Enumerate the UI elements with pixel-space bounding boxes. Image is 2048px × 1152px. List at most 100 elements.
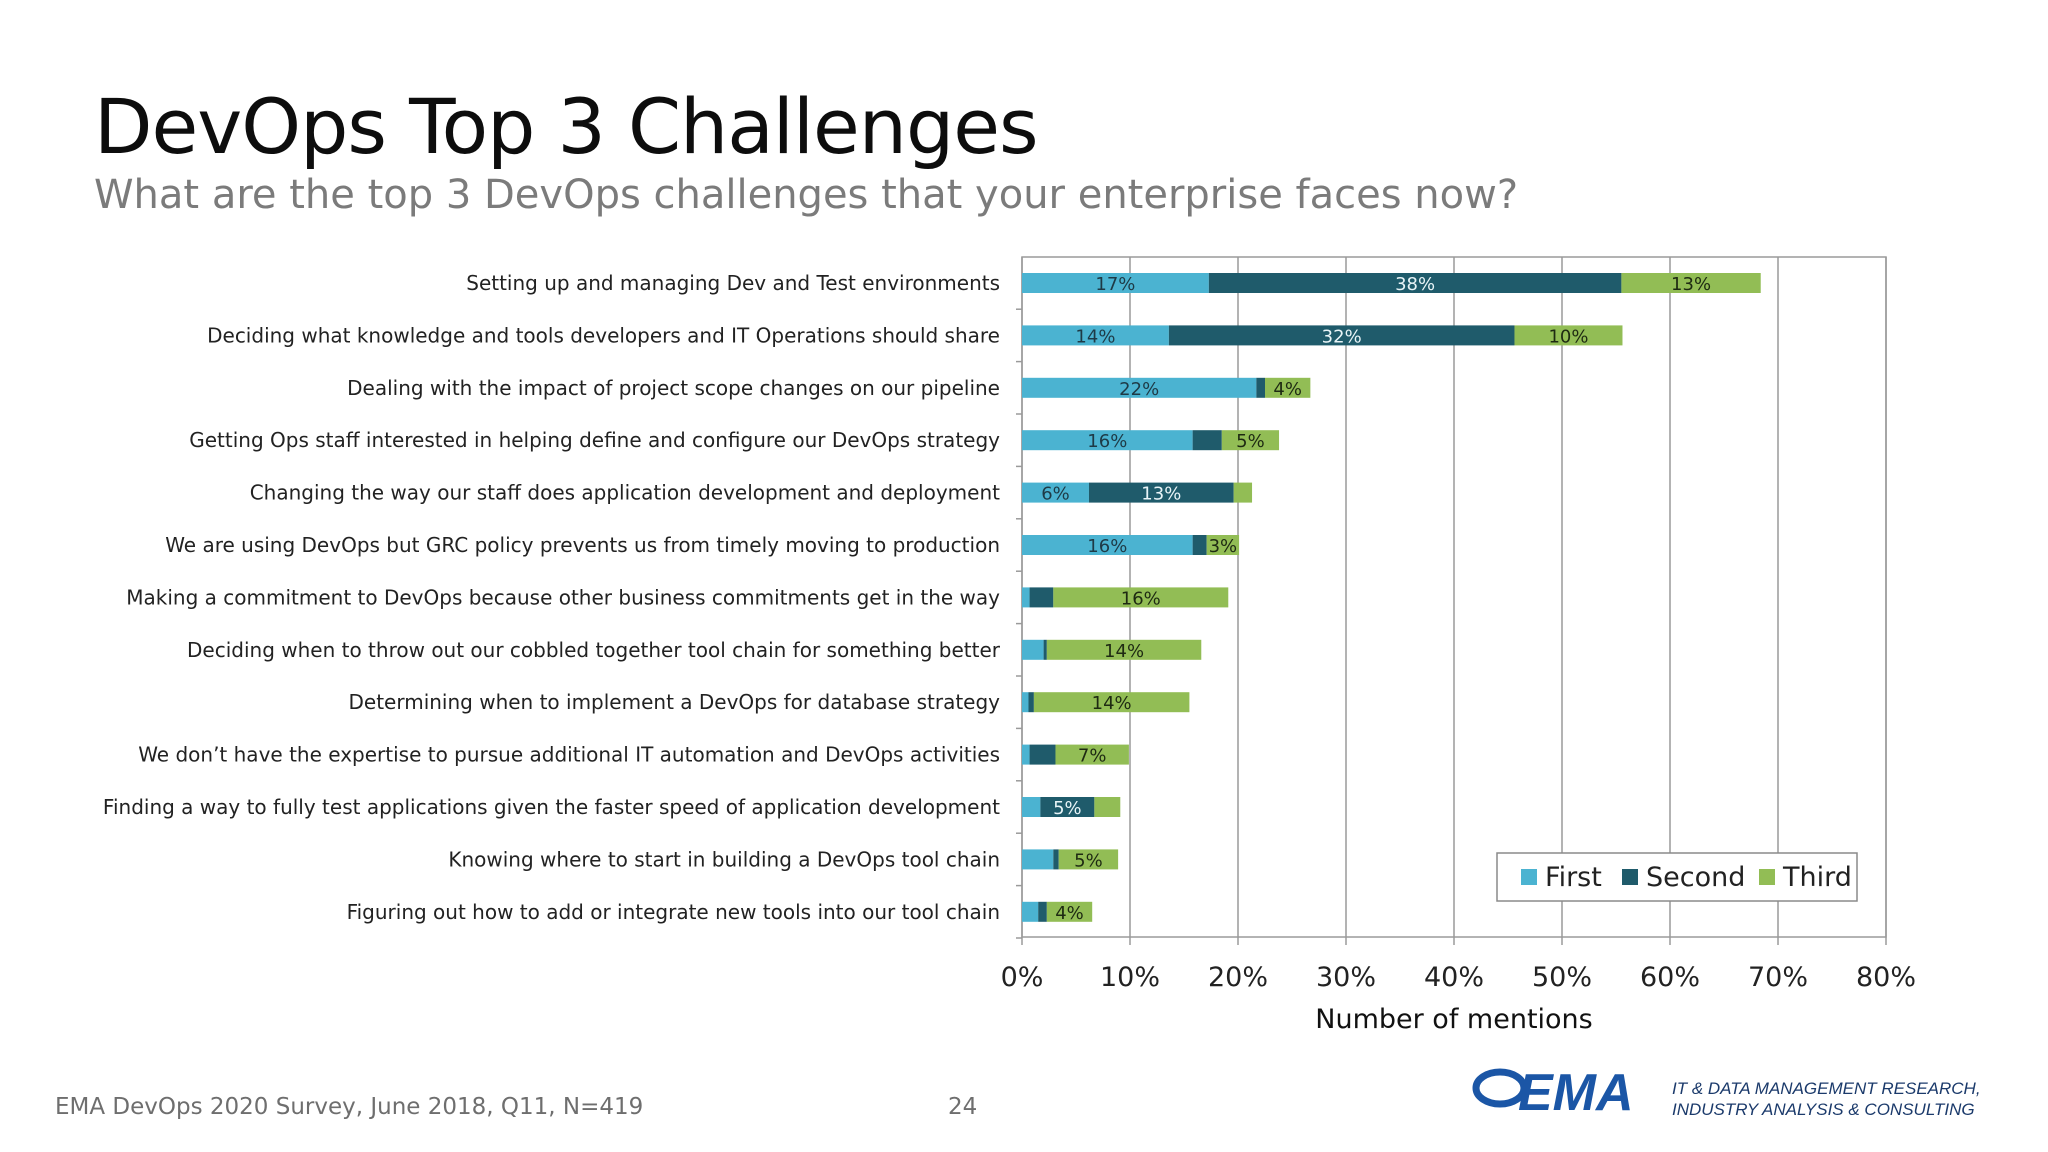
x-tick-label: 60% (1640, 962, 1700, 993)
x-tick-label: 70% (1748, 962, 1808, 993)
bar-segment-third (1221, 430, 1280, 451)
bar-segment-second (1192, 535, 1207, 555)
data-label-third: 13% (1671, 274, 1711, 295)
bar-segment-third (1514, 325, 1623, 346)
category-label: Setting up and managing Dev and Test env… (466, 271, 1000, 295)
page-number: 24 (948, 1094, 978, 1120)
category-label: Finding a way to fully test applications… (103, 795, 1000, 819)
bar-segment-second (1208, 273, 1622, 293)
tagline-line-2: INDUSTRY ANALYSIS & CONSULTING (1672, 1100, 1975, 1119)
legend-box (1496, 852, 1858, 902)
data-label-first: 14% (1075, 326, 1115, 347)
data-label-third: 4% (1055, 903, 1084, 924)
bar-segment-first (1022, 482, 1089, 503)
bar-segment-first (1022, 639, 1044, 660)
data-label-first: 22% (1119, 379, 1159, 400)
bar-segment-first (1022, 587, 1030, 608)
category-label: Deciding when to throw out our cobbled t… (187, 638, 1001, 662)
category-label: Determining when to implement a DevOps f… (348, 690, 1000, 714)
data-label-third: 3% (1209, 536, 1238, 557)
bar-segment-first (1022, 744, 1030, 765)
legend-label-third: Third (1782, 862, 1852, 893)
bar-segment-second (1053, 849, 1059, 870)
bar-segment-second (1256, 377, 1265, 398)
bar-segment-second (1168, 325, 1515, 346)
bar-segment-second (1043, 639, 1047, 660)
bar-segment-first (1022, 430, 1193, 451)
category-label: We don’t have the expertise to pursue ad… (138, 743, 1000, 767)
bar-segment-first (1022, 797, 1041, 817)
bar-segment-second (1029, 587, 1054, 608)
bar-segment-third (1621, 273, 1761, 293)
bar-segment-first (1022, 325, 1169, 346)
category-label: Getting Ops staff interested in helping … (189, 428, 1000, 452)
data-label-second: 13% (1141, 484, 1181, 505)
data-label-second: 5% (1053, 798, 1082, 819)
category-label: Dealing with the impact of project scope… (347, 376, 1000, 400)
data-label-third: 5% (1074, 850, 1103, 871)
slide-title: DevOps Top 3 Challenges (94, 82, 1039, 171)
data-label-first: 17% (1095, 274, 1135, 295)
data-label-third: 16% (1121, 588, 1161, 609)
bar-segment-second (1028, 692, 1034, 713)
bar-segment-second (1038, 901, 1047, 922)
data-label-third: 7% (1078, 746, 1107, 767)
bar-segment-second (1192, 430, 1222, 451)
bar-segment-third (1033, 692, 1190, 713)
category-label: Deciding what knowledge and tools develo… (207, 323, 1000, 347)
category-label: Making a commitment to DevOps because ot… (126, 585, 1000, 609)
data-label-third: 5% (1236, 431, 1265, 452)
category-label: We are using DevOps but GRC policy preve… (165, 533, 1000, 557)
x-tick-label: 20% (1208, 962, 1268, 993)
bar-segment-third (1094, 797, 1121, 817)
x-axis-label: Number of mentions (1315, 1004, 1592, 1035)
category-label: Figuring out how to add or integrate new… (347, 900, 1000, 924)
bar-segment-first (1022, 273, 1209, 293)
company-tagline: IT & DATA MANAGEMENT RESEARCH, INDUSTRY … (1672, 1078, 1981, 1120)
bar-segment-third (1046, 901, 1093, 922)
x-tick-label: 10% (1100, 962, 1160, 993)
data-label-first: 6% (1041, 484, 1070, 505)
data-label-first: 16% (1087, 536, 1127, 557)
x-tick-label: 0% (1001, 962, 1044, 993)
data-label-second: 32% (1322, 326, 1362, 347)
bar-segment-first (1022, 692, 1029, 713)
data-label-third: 14% (1104, 641, 1144, 662)
logo-swoosh-icon (1472, 1068, 1528, 1108)
legend-label-first: First (1545, 862, 1602, 893)
x-tick-label: 80% (1856, 962, 1916, 993)
legend-label-second: Second (1646, 862, 1745, 893)
footer-source: EMA DevOps 2020 Survey, June 2018, Q11, … (55, 1094, 644, 1120)
data-label-third: 14% (1092, 693, 1132, 714)
slide-subtitle: What are the top 3 DevOps challenges tha… (94, 172, 1519, 218)
legend-swatch-first (1521, 869, 1537, 885)
bar-segment-first (1022, 849, 1054, 870)
bar-segment-third (1058, 849, 1119, 870)
data-label-third: 4% (1273, 379, 1302, 400)
category-label: Changing the way our staff does applicat… (250, 481, 1000, 505)
bar-segment-first (1022, 535, 1193, 555)
legend-swatch-third (1759, 869, 1775, 885)
bar-segment-third (1046, 639, 1202, 660)
tagline-line-1: IT & DATA MANAGEMENT RESEARCH, (1672, 1079, 1981, 1098)
data-label-second: 38% (1395, 274, 1435, 295)
data-label-first: 16% (1087, 431, 1127, 452)
category-label: Knowing where to start in building a Dev… (448, 847, 1000, 871)
bar-segment-second (1088, 482, 1234, 503)
data-label-third: 10% (1548, 326, 1588, 347)
x-tick-label: 30% (1316, 962, 1376, 993)
ema-logo: EMA (1472, 1064, 1634, 1120)
bar-segment-third (1055, 744, 1129, 765)
bar-segment-first (1022, 901, 1039, 922)
x-tick-label: 50% (1532, 962, 1592, 993)
legend-swatch-second (1622, 869, 1638, 885)
bar-segment-third (1233, 482, 1253, 503)
bar-segment-second (1040, 797, 1095, 817)
bar-segment-first (1022, 377, 1257, 398)
bar-segment-third (1206, 535, 1240, 555)
bar-segment-second (1029, 744, 1056, 765)
bar-segment-third (1265, 377, 1311, 398)
bar-segment-third (1053, 587, 1229, 608)
